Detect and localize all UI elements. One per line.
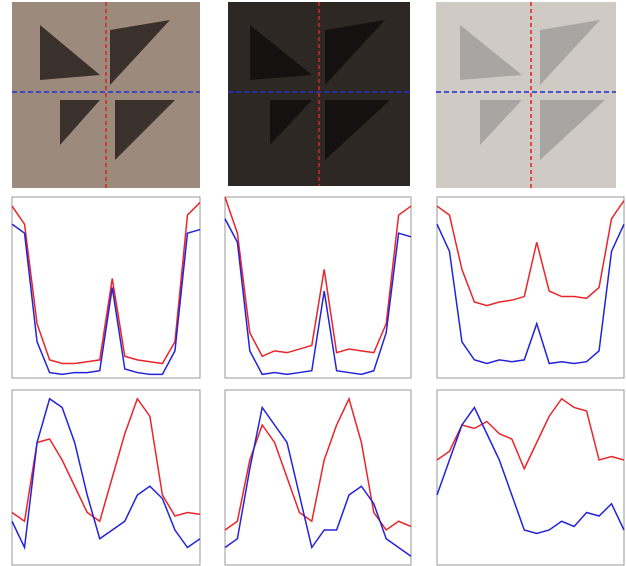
plot-frame: [224, 196, 412, 379]
photo: [228, 2, 410, 186]
plot-frame: [11, 196, 201, 379]
profile-line: [11, 397, 201, 523]
profile-line: [224, 196, 412, 358]
profile-line: [11, 223, 201, 376]
photo: [436, 2, 616, 188]
profile-line: [224, 396, 412, 532]
plot-frame: [436, 389, 625, 566]
profile-line: [436, 397, 625, 471]
plot-frame: [224, 389, 412, 566]
profile-line: [436, 406, 625, 535]
profile-line: [11, 201, 201, 365]
profile-line: [11, 397, 201, 551]
photo: [12, 2, 200, 188]
profile-line: [436, 223, 625, 365]
plot-frame: [11, 389, 201, 566]
profile-line: [436, 200, 625, 307]
profile-line: [224, 218, 412, 376]
plot-frame: [436, 196, 625, 379]
profile-line: [224, 405, 412, 557]
